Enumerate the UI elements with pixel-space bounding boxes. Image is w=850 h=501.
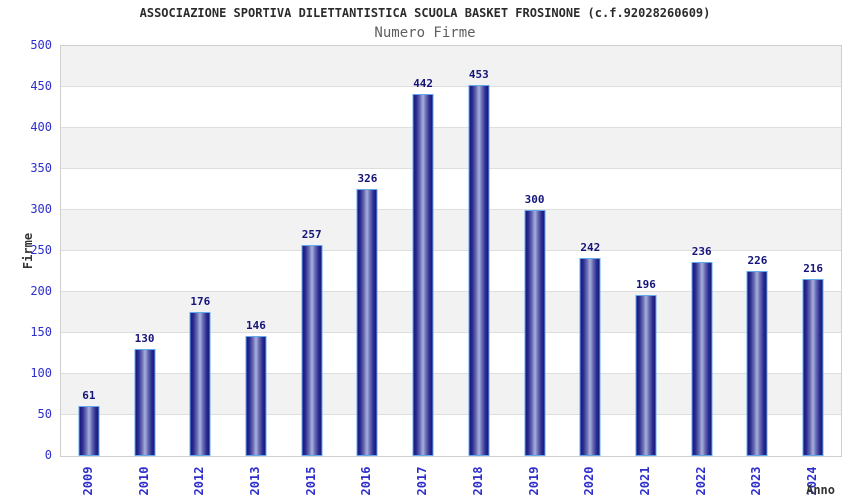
bar-2022	[691, 262, 713, 456]
x-tick-label-2020: 2020	[582, 466, 597, 496]
grid-band	[61, 210, 841, 251]
x-tick-label-2021: 2021	[638, 466, 652, 496]
bar-2012	[189, 311, 211, 456]
bar-slot: 236	[674, 46, 730, 456]
y-tick-label: 150	[30, 325, 52, 339]
bar-2013	[245, 336, 267, 456]
chart-title: ASSOCIAZIONE SPORTIVA DILETTANTISTICA SC…	[139, 6, 711, 20]
bar-2018	[468, 84, 490, 456]
bar-2015	[301, 245, 323, 456]
y-tick-label: 300	[30, 202, 52, 216]
bar-slot: 442	[395, 46, 451, 456]
bar-slot: 226	[730, 46, 786, 456]
x-tick-label-2017: 2017	[415, 466, 430, 496]
bar-slot: 242	[562, 46, 618, 456]
chart-subtitle: Numero Firme	[374, 25, 476, 41]
bar-value-label: 176	[190, 294, 211, 308]
bar-slot: 196	[618, 46, 674, 456]
bar-slot: 216	[785, 46, 841, 456]
bar-value-label: 326	[357, 171, 378, 185]
bar-value-label: 236	[691, 245, 712, 259]
x-tick-label-2010: 2010	[136, 466, 151, 496]
bar-slot: 300	[507, 46, 563, 456]
x-tick-label-2009: 2009	[80, 466, 95, 496]
bar-slot: 146	[228, 46, 284, 456]
bar-value-label: 61	[82, 388, 96, 402]
bar-2020	[579, 257, 601, 456]
bar-slot: 130	[117, 46, 173, 456]
bar-value-label: 216	[803, 261, 824, 275]
y-tick-label: 350	[30, 161, 52, 175]
bar-2019	[524, 210, 546, 456]
bar-2017	[412, 93, 434, 456]
x-tick-label-2018: 2018	[470, 466, 485, 496]
bar-value-label: 196	[636, 278, 656, 292]
grid-band	[61, 169, 841, 210]
y-tick-label: 250	[30, 243, 52, 257]
bar-value-label: 442	[413, 76, 434, 90]
bar-2016	[356, 188, 378, 456]
grid-band	[61, 87, 841, 128]
bar-slot: 453	[451, 46, 507, 456]
bar-value-label: 453	[468, 67, 489, 81]
y-tick-label: 500	[30, 38, 52, 52]
x-tick-label-2023: 2023	[749, 466, 764, 496]
bar-2024	[802, 278, 824, 456]
bar-2009	[78, 405, 100, 456]
bar-value-label: 257	[301, 228, 322, 242]
bar-slot: 257	[284, 46, 340, 456]
x-tick-label-2013: 2013	[248, 466, 262, 496]
bar-2023	[746, 270, 768, 456]
y-tick-label: 400	[30, 120, 52, 134]
bar-value-label: 242	[580, 240, 601, 254]
x-axis-title: Anno	[806, 483, 835, 497]
grid-band	[61, 46, 841, 87]
x-tick-label-2016: 2016	[359, 466, 374, 496]
plot-area: 61 130 176 146 257 326 442 453 300 242 196 236 226 21…	[60, 45, 842, 457]
bar-value-label: 130	[134, 332, 155, 346]
bar-value-label: 226	[747, 253, 768, 267]
x-tick-label-2022: 2022	[693, 466, 708, 496]
y-tick-label: 200	[30, 284, 52, 298]
bar-2021	[635, 295, 657, 456]
bar-value-label: 300	[524, 193, 545, 206]
bar-2010	[134, 349, 156, 456]
bars-layer: 61 130 176 146 257 326 442 453 300 242 196 236 226 21…	[61, 46, 841, 456]
y-tick-label: 450	[30, 79, 52, 93]
bar-slot: 176	[172, 46, 228, 456]
x-tick-label-2012: 2012	[192, 466, 207, 496]
y-tick-label: 100	[30, 366, 52, 380]
y-tick-label: 50	[37, 407, 52, 421]
y-tick-label: 0	[44, 448, 52, 462]
bar-value-label: 146	[246, 319, 266, 333]
x-tick-label-2019: 2019	[526, 466, 541, 496]
grid-band	[61, 128, 841, 169]
x-tick-label-2015: 2015	[303, 466, 318, 496]
bar-slot: 61	[61, 46, 117, 456]
bar-slot: 326	[340, 46, 396, 456]
